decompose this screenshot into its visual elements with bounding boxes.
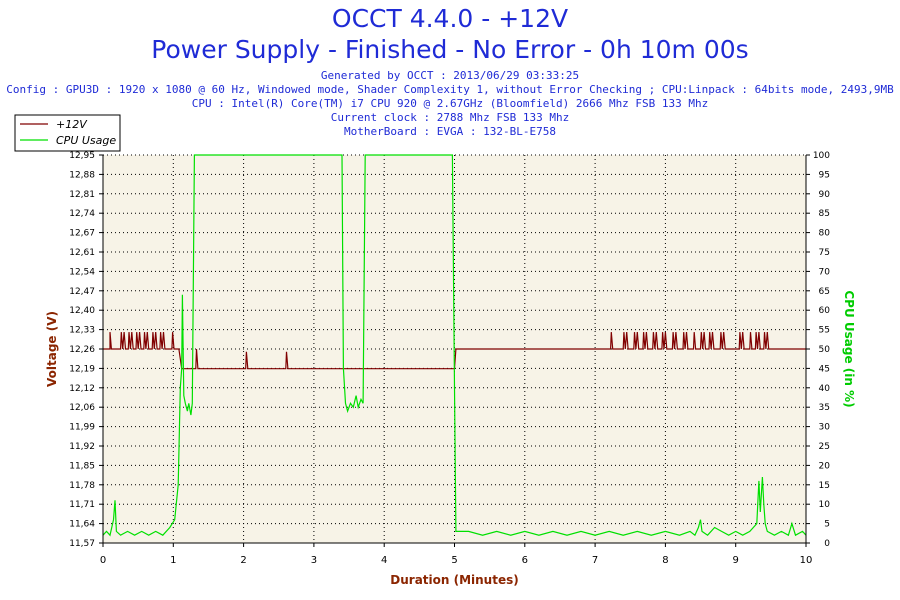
- x-axis-label: Duration (Minutes): [390, 573, 518, 587]
- x-tick-label: 8: [662, 555, 668, 566]
- y-left-tick-label: 12,26: [69, 345, 95, 355]
- y-right-tick-label: 15: [819, 481, 830, 491]
- y-right-tick-label: 5: [824, 520, 830, 530]
- y-left-tick-label: 12,95: [69, 151, 95, 161]
- y-left-tick-label: 12,12: [69, 384, 95, 394]
- y-left-tick-label: 11,57: [69, 539, 95, 549]
- y-left-tick-label: 12,67: [69, 229, 95, 239]
- y-axis-left-label: Voltage (V): [45, 311, 59, 387]
- legend-label-cpu-usage: CPU Usage: [56, 134, 116, 147]
- y-left-tick-label: 11,78: [69, 481, 95, 491]
- y-left-tick-label: 12,33: [69, 326, 95, 336]
- y-right-tick-label: 0: [824, 539, 830, 549]
- x-tick-label: 3: [311, 555, 317, 566]
- y-right-tick-label: 60: [819, 306, 831, 316]
- x-tick-label: 10: [800, 555, 813, 566]
- y-right-tick-label: 10: [819, 500, 831, 510]
- y-left-tick-label: 12,61: [69, 248, 95, 258]
- y-right-tick-label: 45: [819, 364, 830, 374]
- chart-subtitle: Power Supply - Finished - No Error - 0h …: [151, 35, 749, 64]
- y-right-tick-label: 25: [819, 442, 830, 452]
- y-right-tick-label: 65: [819, 287, 830, 297]
- y-right-tick-label: 20: [819, 461, 831, 471]
- info-cpu: CPU : Intel(R) Core(TM) i7 CPU 920 @ 2.6…: [191, 97, 709, 110]
- y-left-tick-label: 12,19: [69, 364, 95, 374]
- info-generated: Generated by OCCT : 2013/06/29 03:33:25: [320, 69, 580, 82]
- y-right-tick-label: 85: [819, 209, 830, 219]
- y-left-tick-label: 12,47: [69, 287, 95, 297]
- y-right-tick-label: 35: [819, 403, 830, 413]
- x-tick-label: 5: [451, 555, 457, 566]
- y-left-tick-label: 12,74: [69, 209, 95, 219]
- y-right-tick-label: 55: [819, 326, 830, 336]
- y-right-tick-label: 75: [819, 248, 830, 258]
- y-right-tick-label: 95: [819, 170, 830, 180]
- y-right-tick-label: 30: [819, 423, 831, 433]
- y-left-tick-label: 11,64: [69, 520, 95, 530]
- y-left-tick-label: 12,40: [69, 306, 95, 316]
- y-left-tick-label: 11,71: [69, 500, 95, 510]
- y-left-tick-label: 11,92: [69, 442, 95, 452]
- y-axis-right-label: CPU Usage (in %): [842, 290, 856, 407]
- x-tick-label: 2: [240, 555, 246, 566]
- x-tick-label: 4: [381, 555, 387, 566]
- y-right-tick-label: 70: [819, 267, 831, 277]
- x-tick-label: 1: [170, 555, 176, 566]
- x-tick-label: 0: [100, 555, 106, 566]
- y-left-tick-label: 11,85: [69, 461, 95, 471]
- chart-title: OCCT 4.4.0 - +12V: [331, 4, 569, 33]
- info-motherboard: MotherBoard : EVGA : 132-BL-E758: [344, 125, 556, 138]
- y-right-tick-label: 40: [819, 384, 831, 394]
- y-left-tick-label: 12,88: [69, 170, 95, 180]
- legend: +12V CPU Usage: [14, 114, 121, 152]
- series-cpu-usage-line: [102, 154, 807, 537]
- legend-box: [14, 114, 121, 152]
- y-left-tick-label: 12,81: [69, 190, 95, 200]
- series-voltage-line: [103, 332, 806, 370]
- y-left-tick-label: 12,54: [69, 267, 95, 277]
- x-tick-label: 7: [592, 555, 598, 566]
- x-tick-label: 6: [522, 555, 528, 566]
- y-right-tick-label: 80: [819, 229, 831, 239]
- y-right-tick-label: 50: [819, 345, 831, 355]
- y-left-tick-label: 11,99: [69, 423, 95, 433]
- legend-label-voltage: +12V: [56, 118, 88, 131]
- y-right-tick-label: 100: [813, 151, 830, 161]
- y-left-tick-label: 12,06: [69, 403, 95, 413]
- info-config: Config : GPU3D : 1920 x 1080 @ 60 Hz, Wi…: [6, 83, 894, 96]
- y-right-tick-label: 90: [819, 190, 831, 200]
- info-clock: Current clock : 2788 Mhz FSB 133 Mhz: [330, 111, 570, 124]
- x-tick-label: 9: [733, 555, 739, 566]
